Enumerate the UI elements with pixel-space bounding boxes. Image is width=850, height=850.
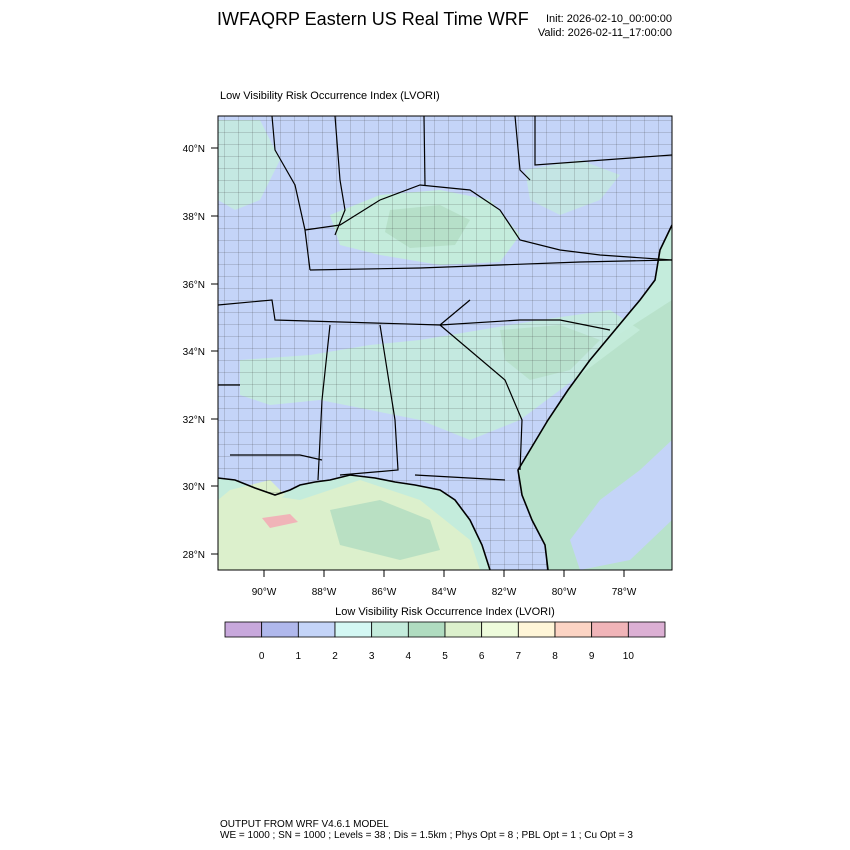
colorbar-box-1	[261, 621, 299, 638]
colorbar-label-5: 5	[442, 651, 448, 662]
lon-label-90: 90°W	[252, 587, 277, 598]
lat-ticks	[211, 147, 218, 555]
lat-label-32: 32°N	[183, 415, 205, 426]
colorbar-box-0	[224, 621, 263, 638]
ocean-index-2-patch	[570, 440, 672, 570]
lat-label-28: 28°N	[183, 550, 205, 561]
colorbar-label-6: 6	[479, 651, 485, 662]
map-frame	[217, 115, 673, 571]
colorbar-label-3: 3	[369, 651, 375, 662]
colorbar-box-7	[481, 621, 519, 638]
colorbar-label-4: 4	[406, 651, 412, 662]
colorbar-box-2	[297, 621, 336, 638]
colorbar-box-6	[444, 621, 483, 638]
colorbar-box-11	[627, 621, 666, 638]
county-boundaries	[218, 116, 672, 570]
atlantic-coastline	[517, 224, 672, 570]
map-area	[218, 116, 672, 570]
colorbar-label-8: 8	[552, 651, 558, 662]
lon-label-80: 80°W	[552, 587, 577, 598]
colorbar-label-9: 9	[589, 651, 595, 662]
lon-label-78: 78°W	[612, 587, 637, 598]
colorbar-box-8	[517, 621, 556, 638]
map-title: Low Visibility Risk Occurrence Index (LV…	[220, 90, 440, 102]
footer-settings: WE = 1000 ; SN = 1000 ; Levels = 38 ; Di…	[220, 830, 633, 841]
colorbar-label-10: 10	[623, 651, 635, 662]
lon-label-88: 88°W	[312, 587, 337, 598]
colorbar-label-2: 2	[332, 651, 338, 662]
colorbar-box-3	[334, 621, 373, 638]
colorbar-label-1: 1	[296, 651, 302, 662]
colorbar-box-5	[407, 621, 446, 638]
page-title: IWFAQRP Eastern US Real Time WRF	[217, 9, 529, 29]
colorbar	[224, 621, 666, 638]
gulf-coastline	[218, 474, 491, 570]
state-boundaries	[218, 116, 672, 481]
colorbar-labels: 0 1 2 3 4 5 6 7 8 9 10	[259, 651, 634, 662]
lon-ticks	[263, 570, 625, 577]
init-time: Init: 2026-02-10_00:00:00	[546, 13, 672, 25]
lat-label-40: 40°N	[183, 144, 205, 155]
gulf-index-5	[330, 500, 440, 560]
lon-label-86: 86°W	[372, 587, 397, 598]
colorbar-box-9	[554, 621, 593, 638]
lat-label-30: 30°N	[183, 482, 205, 493]
lon-label-82: 82°W	[492, 587, 517, 598]
lat-label-38: 38°N	[183, 212, 205, 223]
colorbar-label-0: 0	[259, 651, 265, 662]
valid-time: Valid: 2026-02-11_17:00:00	[537, 27, 672, 39]
lon-label-84: 84°W	[432, 587, 457, 598]
lat-label-36: 36°N	[183, 280, 205, 291]
colorbar-box-10	[591, 621, 629, 638]
lat-label-34: 34°N	[183, 347, 205, 358]
footer-model: OUTPUT FROM WRF V4.6.1 MODEL	[220, 819, 389, 830]
gulf-index-9-patch	[262, 514, 298, 528]
lat-labels: 40°N 38°N 36°N 34°N 32°N 30°N 28°N	[183, 144, 205, 561]
colorbar-box-4	[371, 621, 409, 638]
lon-labels: 90°W 88°W 86°W 84°W 82°W 80°W 78°W	[252, 587, 637, 598]
colorbar-title: Low Visibility Risk Occurrence Index (LV…	[335, 606, 555, 618]
colorbar-label-7: 7	[516, 651, 522, 662]
